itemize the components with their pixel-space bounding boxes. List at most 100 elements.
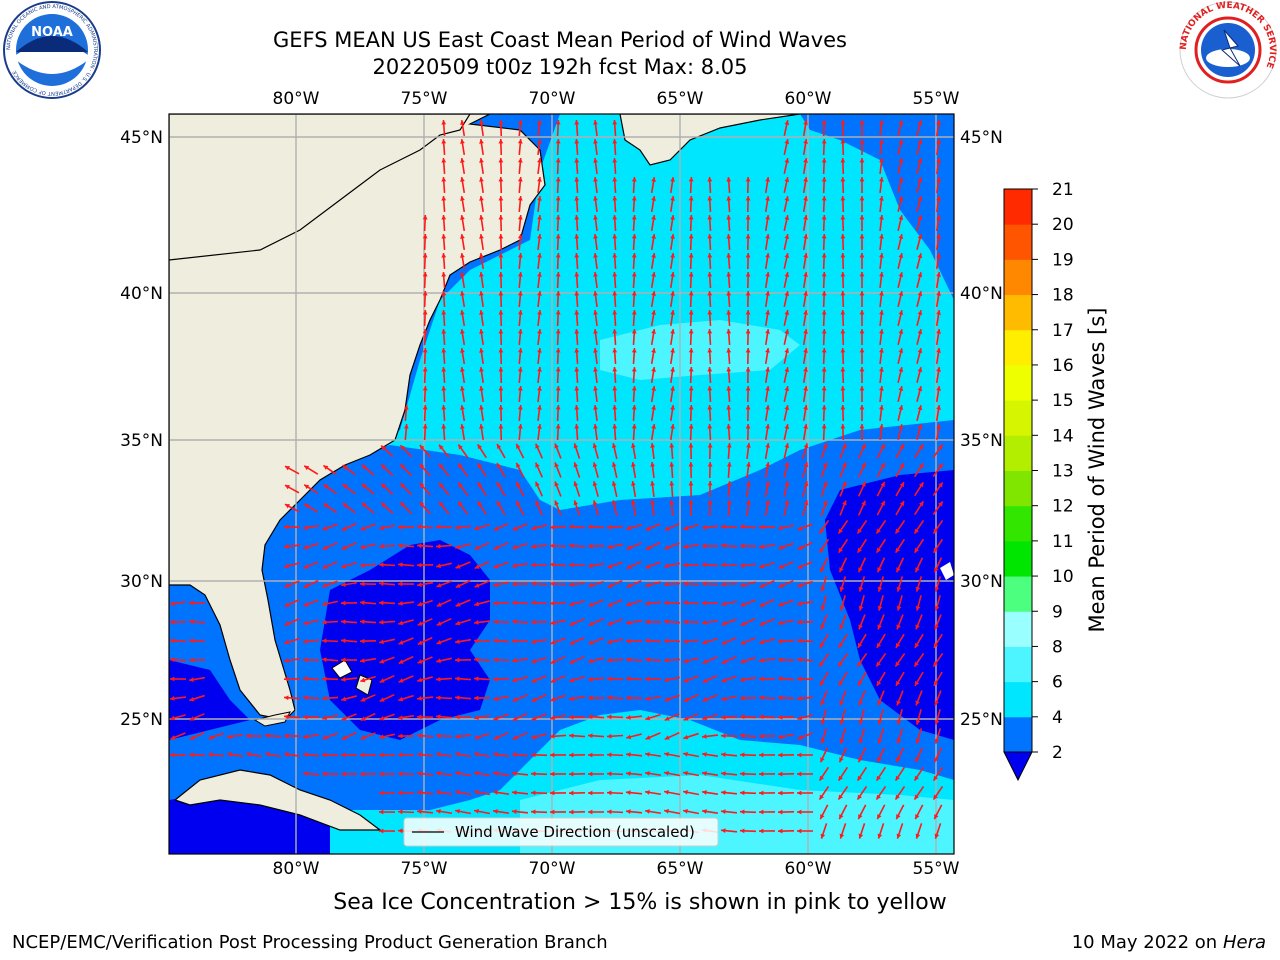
wave-arrow-head <box>569 601 575 607</box>
wave-arrow-head <box>631 386 637 391</box>
wave-arrow-head <box>303 564 309 569</box>
wave-arrow-head <box>765 253 770 258</box>
wave-arrow-head <box>436 639 442 645</box>
wave-arrow-head <box>819 528 824 534</box>
wave-arrow-head <box>498 348 504 353</box>
wave-arrow-head <box>474 751 479 757</box>
wave-arrow-head <box>460 177 465 182</box>
wave-arrow-head <box>417 659 423 664</box>
wave-arrow-head <box>917 310 923 316</box>
wave-arrow-head <box>512 677 518 683</box>
wave-arrow-head <box>593 158 598 163</box>
wave-arrow-head <box>550 543 555 549</box>
wave-arrow-head <box>707 424 713 429</box>
wave-arrow-head <box>896 757 901 763</box>
wave-arrow-head <box>879 405 884 410</box>
wave-arrow-head <box>284 621 290 626</box>
wave-arrow-head <box>550 581 555 587</box>
wave-arrow-head <box>821 196 827 201</box>
wave-arrow-head <box>721 714 726 720</box>
wave-arrow-head <box>669 443 675 448</box>
wave-arrow-head <box>859 196 865 201</box>
wave-arrow-head <box>707 215 713 220</box>
lon-tick-label: 65°W <box>657 859 704 879</box>
wave-arrow-head <box>555 253 561 258</box>
wave-arrow-head <box>645 657 650 663</box>
wave-arrow-head <box>341 677 346 682</box>
wave-arrow-head <box>574 158 580 163</box>
wave-arrow-head <box>842 481 847 487</box>
wave-arrow-head <box>588 563 593 568</box>
wave-arrow-head <box>611 481 617 487</box>
wave-arrow-head <box>436 733 441 739</box>
wave-arrow-head <box>626 657 631 663</box>
wave-arrow-head <box>322 638 327 644</box>
wave-arrow-head <box>915 586 921 592</box>
wave-arrow-head <box>670 196 675 201</box>
wave-arrow-head <box>877 586 883 592</box>
wave-arrow-head <box>284 524 289 530</box>
wave-arrow-head <box>631 177 637 182</box>
wave-arrow-head <box>569 659 575 664</box>
wave-arrow-head <box>784 310 790 315</box>
wave-arrow-head <box>516 443 521 449</box>
wave-arrow-head <box>858 586 864 592</box>
wave-arrow-head <box>441 234 447 239</box>
wave-arrow-head <box>669 481 675 486</box>
wave-arrow-head <box>840 367 846 372</box>
wave-arrow-head <box>626 545 632 550</box>
wave-arrow-head <box>876 528 881 534</box>
wave-arrow-head <box>859 348 865 353</box>
wave-arrow-head <box>914 547 920 553</box>
wave-arrow-head <box>899 444 904 450</box>
wave-arrow-head <box>899 482 904 488</box>
wave-arrow-head <box>821 310 827 315</box>
wave-arrow-head <box>631 443 636 448</box>
wave-arrow-head <box>670 215 675 220</box>
wave-arrow-head <box>460 329 465 334</box>
wave-arrow-head <box>822 500 828 506</box>
wave-arrow-head <box>645 545 651 550</box>
wave-arrow-head <box>611 443 617 449</box>
wave-arrow-head <box>479 158 484 163</box>
wave-arrow-head <box>683 525 689 531</box>
colorbar-label: Mean Period of Wind Waves [s] <box>1085 308 1109 633</box>
wave-arrow-head <box>208 752 213 757</box>
wave-arrow-head <box>765 405 770 410</box>
wave-arrow-head <box>170 735 176 740</box>
wave-arrow-head <box>474 789 479 795</box>
wave-arrow-head <box>455 770 460 776</box>
wave-arrow-head <box>797 545 803 550</box>
wave-arrow-head <box>664 696 670 702</box>
wave-arrow-head <box>896 700 901 706</box>
wave-arrow-head <box>379 525 384 531</box>
wave-arrow-head <box>422 386 428 391</box>
wave-arrow-head <box>398 715 403 720</box>
wave-arrow-head <box>537 158 542 163</box>
colorbar-segment <box>1004 224 1032 260</box>
wave-arrow-head <box>436 752 441 757</box>
wave-arrow-head <box>537 424 542 429</box>
wave-arrow-head <box>879 291 884 296</box>
wave-arrow-head <box>458 444 463 450</box>
wave-arrow-head <box>759 809 764 815</box>
run-date: 10 May 2022 on Hera <box>1071 932 1266 953</box>
wave-arrow-head <box>403 405 409 410</box>
wave-arrow-head <box>569 809 574 815</box>
wave-arrow-head <box>726 234 732 239</box>
wave-arrow-head <box>896 833 902 839</box>
wave-arrow-head <box>436 676 441 682</box>
wave-arrow-head <box>607 620 613 626</box>
wave-arrow-head <box>707 481 713 486</box>
chart-subtitle: 20220509 t00z 192h fcst Max: 8.05 <box>372 55 748 79</box>
wave-arrow-head <box>670 291 675 296</box>
wave-arrow-head <box>631 329 637 334</box>
wave-arrow-head <box>765 215 770 220</box>
wave-arrow-head <box>707 367 713 372</box>
wave-arrow-head <box>574 348 580 353</box>
wave-arrow-head <box>821 158 827 163</box>
wave-arrow-head <box>765 291 770 296</box>
wave-arrow-head <box>840 215 846 220</box>
wave-arrow-head <box>474 715 479 720</box>
wave-arrow-head <box>512 563 517 568</box>
